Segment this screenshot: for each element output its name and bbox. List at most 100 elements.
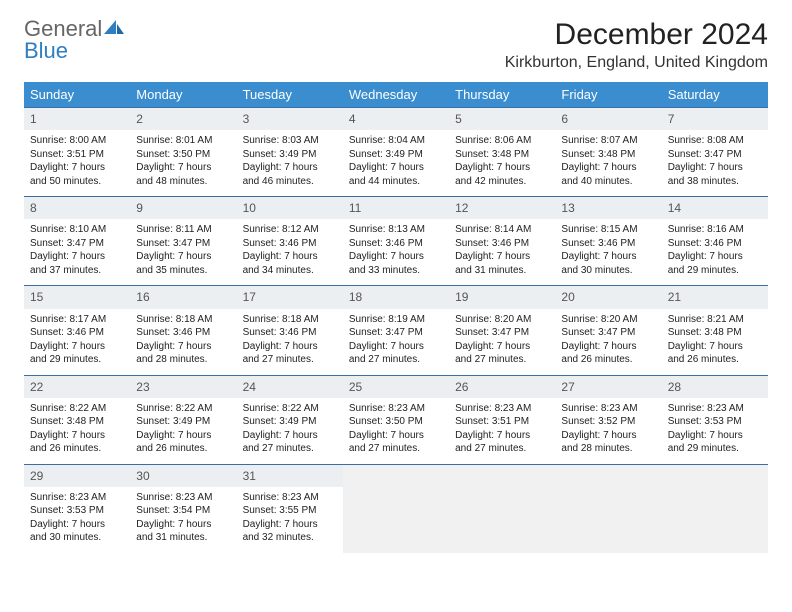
daylight-text: Daylight: 7 hours and 28 minutes. — [136, 340, 230, 367]
day-number: 8 — [24, 197, 130, 219]
daylight-text: Daylight: 7 hours and 30 minutes. — [30, 518, 124, 545]
daylight-text: Daylight: 7 hours and 31 minutes. — [455, 250, 549, 277]
sunrise-text: Sunrise: 8:20 AM — [561, 313, 655, 327]
day-body: Sunrise: 8:08 AMSunset: 3:47 PMDaylight:… — [662, 130, 768, 196]
daylight-text: Daylight: 7 hours and 28 minutes. — [561, 429, 655, 456]
day-number: 16 — [130, 286, 236, 308]
day-body: Sunrise: 8:23 AMSunset: 3:52 PMDaylight:… — [555, 398, 661, 464]
day-cell — [343, 465, 449, 553]
day-cell: 8Sunrise: 8:10 AMSunset: 3:47 PMDaylight… — [24, 197, 130, 285]
sunset-text: Sunset: 3:49 PM — [136, 415, 230, 429]
day-of-week-header: SundayMondayTuesdayWednesdayThursdayFrid… — [24, 82, 768, 107]
day-number: 27 — [555, 376, 661, 398]
day-cell: 23Sunrise: 8:22 AMSunset: 3:49 PMDayligh… — [130, 376, 236, 464]
sunset-text: Sunset: 3:46 PM — [668, 237, 762, 251]
day-body: Sunrise: 8:18 AMSunset: 3:46 PMDaylight:… — [130, 309, 236, 375]
sunrise-text: Sunrise: 8:12 AM — [243, 223, 337, 237]
sunset-text: Sunset: 3:48 PM — [455, 148, 549, 162]
day-cell: 25Sunrise: 8:23 AMSunset: 3:50 PMDayligh… — [343, 376, 449, 464]
dow-cell: Monday — [130, 82, 236, 107]
day-body: Sunrise: 8:14 AMSunset: 3:46 PMDaylight:… — [449, 219, 555, 285]
day-body: Sunrise: 8:22 AMSunset: 3:48 PMDaylight:… — [24, 398, 130, 464]
day-cell: 6Sunrise: 8:07 AMSunset: 3:48 PMDaylight… — [555, 108, 661, 196]
day-body: Sunrise: 8:22 AMSunset: 3:49 PMDaylight:… — [130, 398, 236, 464]
sunrise-text: Sunrise: 8:00 AM — [30, 134, 124, 148]
daylight-text: Daylight: 7 hours and 27 minutes. — [243, 340, 337, 367]
day-cell: 5Sunrise: 8:06 AMSunset: 3:48 PMDaylight… — [449, 108, 555, 196]
day-cell: 17Sunrise: 8:18 AMSunset: 3:46 PMDayligh… — [237, 286, 343, 374]
sunrise-text: Sunrise: 8:23 AM — [668, 402, 762, 416]
sunset-text: Sunset: 3:46 PM — [455, 237, 549, 251]
day-cell: 7Sunrise: 8:08 AMSunset: 3:47 PMDaylight… — [662, 108, 768, 196]
day-number: 13 — [555, 197, 661, 219]
sunrise-text: Sunrise: 8:08 AM — [668, 134, 762, 148]
day-number: 14 — [662, 197, 768, 219]
logo-text: General Blue — [24, 18, 124, 62]
daylight-text: Daylight: 7 hours and 27 minutes. — [243, 429, 337, 456]
day-body: Sunrise: 8:23 AMSunset: 3:53 PMDaylight:… — [662, 398, 768, 464]
day-body: Sunrise: 8:23 AMSunset: 3:51 PMDaylight:… — [449, 398, 555, 464]
dow-cell: Sunday — [24, 82, 130, 107]
sunset-text: Sunset: 3:47 PM — [455, 326, 549, 340]
day-body: Sunrise: 8:19 AMSunset: 3:47 PMDaylight:… — [343, 309, 449, 375]
dow-cell: Saturday — [662, 82, 768, 107]
sunset-text: Sunset: 3:47 PM — [668, 148, 762, 162]
sunset-text: Sunset: 3:48 PM — [668, 326, 762, 340]
daylight-text: Daylight: 7 hours and 29 minutes. — [30, 340, 124, 367]
day-cell: 19Sunrise: 8:20 AMSunset: 3:47 PMDayligh… — [449, 286, 555, 374]
day-number: 18 — [343, 286, 449, 308]
day-body: Sunrise: 8:00 AMSunset: 3:51 PMDaylight:… — [24, 130, 130, 196]
day-body: Sunrise: 8:03 AMSunset: 3:49 PMDaylight:… — [237, 130, 343, 196]
sail-icon — [104, 18, 124, 40]
daylight-text: Daylight: 7 hours and 27 minutes. — [455, 340, 549, 367]
day-cell: 12Sunrise: 8:14 AMSunset: 3:46 PMDayligh… — [449, 197, 555, 285]
day-number: 23 — [130, 376, 236, 398]
sunset-text: Sunset: 3:51 PM — [455, 415, 549, 429]
day-number: 31 — [237, 465, 343, 487]
day-body: Sunrise: 8:21 AMSunset: 3:48 PMDaylight:… — [662, 309, 768, 375]
sunset-text: Sunset: 3:46 PM — [349, 237, 443, 251]
daylight-text: Daylight: 7 hours and 37 minutes. — [30, 250, 124, 277]
daylight-text: Daylight: 7 hours and 35 minutes. — [136, 250, 230, 277]
sunrise-text: Sunrise: 8:17 AM — [30, 313, 124, 327]
daylight-text: Daylight: 7 hours and 26 minutes. — [30, 429, 124, 456]
daylight-text: Daylight: 7 hours and 38 minutes. — [668, 161, 762, 188]
sunset-text: Sunset: 3:50 PM — [349, 415, 443, 429]
day-cell: 18Sunrise: 8:19 AMSunset: 3:47 PMDayligh… — [343, 286, 449, 374]
day-cell — [662, 465, 768, 553]
day-cell: 3Sunrise: 8:03 AMSunset: 3:49 PMDaylight… — [237, 108, 343, 196]
day-cell: 30Sunrise: 8:23 AMSunset: 3:54 PMDayligh… — [130, 465, 236, 553]
dow-cell: Friday — [555, 82, 661, 107]
sunrise-text: Sunrise: 8:23 AM — [455, 402, 549, 416]
day-number: 12 — [449, 197, 555, 219]
day-body: Sunrise: 8:23 AMSunset: 3:54 PMDaylight:… — [130, 487, 236, 553]
day-body: Sunrise: 8:20 AMSunset: 3:47 PMDaylight:… — [555, 309, 661, 375]
daylight-text: Daylight: 7 hours and 27 minutes. — [349, 340, 443, 367]
day-body: Sunrise: 8:04 AMSunset: 3:49 PMDaylight:… — [343, 130, 449, 196]
day-cell: 16Sunrise: 8:18 AMSunset: 3:46 PMDayligh… — [130, 286, 236, 374]
daylight-text: Daylight: 7 hours and 27 minutes. — [455, 429, 549, 456]
sunset-text: Sunset: 3:51 PM — [30, 148, 124, 162]
daylight-text: Daylight: 7 hours and 27 minutes. — [349, 429, 443, 456]
sunrise-text: Sunrise: 8:04 AM — [349, 134, 443, 148]
day-number: 4 — [343, 108, 449, 130]
day-cell: 26Sunrise: 8:23 AMSunset: 3:51 PMDayligh… — [449, 376, 555, 464]
logo: General Blue — [24, 18, 124, 62]
sunrise-text: Sunrise: 8:01 AM — [136, 134, 230, 148]
day-cell: 2Sunrise: 8:01 AMSunset: 3:50 PMDaylight… — [130, 108, 236, 196]
day-body: Sunrise: 8:23 AMSunset: 3:50 PMDaylight:… — [343, 398, 449, 464]
daylight-text: Daylight: 7 hours and 26 minutes. — [668, 340, 762, 367]
sunrise-text: Sunrise: 8:22 AM — [243, 402, 337, 416]
sunset-text: Sunset: 3:46 PM — [243, 237, 337, 251]
day-number: 20 — [555, 286, 661, 308]
day-number: 2 — [130, 108, 236, 130]
day-cell — [449, 465, 555, 553]
daylight-text: Daylight: 7 hours and 42 minutes. — [455, 161, 549, 188]
daylight-text: Daylight: 7 hours and 33 minutes. — [349, 250, 443, 277]
sunrise-text: Sunrise: 8:23 AM — [136, 491, 230, 505]
sunset-text: Sunset: 3:50 PM — [136, 148, 230, 162]
header: General Blue December 2024 Kirkburton, E… — [24, 18, 768, 72]
day-body: Sunrise: 8:17 AMSunset: 3:46 PMDaylight:… — [24, 309, 130, 375]
day-number: 21 — [662, 286, 768, 308]
day-body: Sunrise: 8:22 AMSunset: 3:49 PMDaylight:… — [237, 398, 343, 464]
